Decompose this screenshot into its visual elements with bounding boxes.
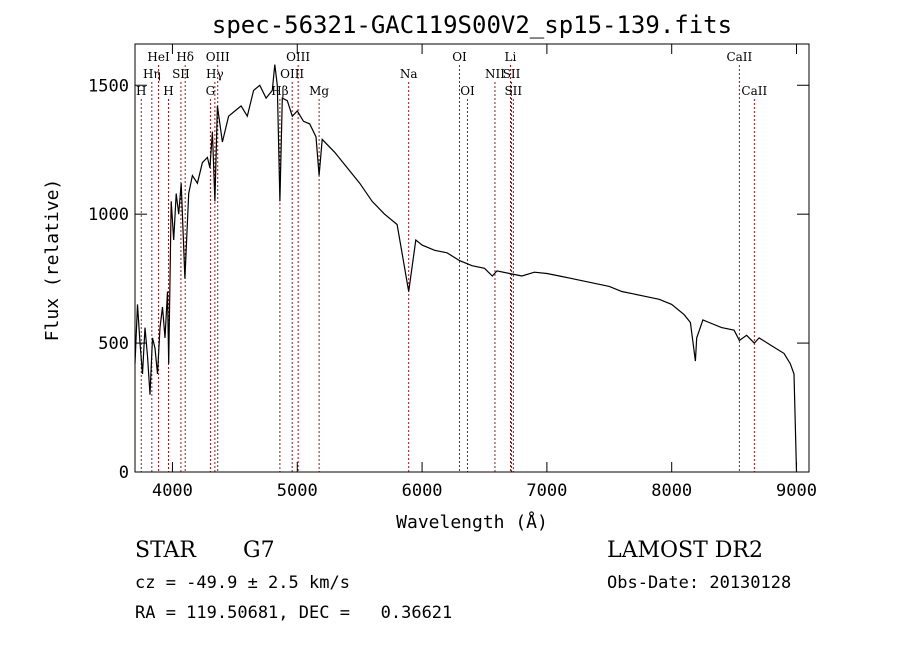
line-marker-label: H bbox=[163, 84, 173, 98]
line-marker-label: HeI bbox=[147, 50, 170, 64]
object-class: STAR bbox=[135, 538, 196, 563]
observation-date: Obs-Date: 20130128 bbox=[607, 573, 792, 593]
line-marker-label: OIII bbox=[206, 50, 230, 64]
y-tick-label: 1500 bbox=[88, 76, 129, 96]
line-marker-label: OIII bbox=[286, 50, 310, 64]
x-tick-label: 6000 bbox=[402, 481, 443, 501]
coordinates: RA = 119.50681, DEC = 0.36621 bbox=[135, 603, 453, 623]
line-marker-label: G bbox=[206, 84, 216, 98]
line-marker-label: CaII bbox=[726, 50, 752, 64]
x-tick-label: 8000 bbox=[651, 481, 692, 501]
y-tick-label: 500 bbox=[98, 334, 129, 354]
line-marker-label: Hγ bbox=[206, 67, 224, 81]
line-marker-label: OI bbox=[460, 84, 475, 98]
line-marker-label: Mg bbox=[309, 84, 329, 98]
x-axis-label: Wavelength (Å) bbox=[396, 511, 548, 533]
line-marker-label: Li bbox=[505, 50, 517, 64]
line-marker-label: SII bbox=[504, 84, 522, 98]
y-axis-label: Flux (relative) bbox=[42, 179, 63, 342]
spectrum-line bbox=[134, 64, 798, 473]
x-tick-label: 5000 bbox=[277, 481, 318, 501]
object-subclass: G7 bbox=[243, 538, 275, 563]
y-tick-label: 0 bbox=[119, 463, 129, 483]
line-marker-label: H bbox=[136, 84, 146, 98]
line-marker-label: SII bbox=[503, 67, 521, 81]
line-marker-label: OIII bbox=[280, 67, 304, 81]
chart-title: spec-56321-GAC119S00V2_sp15-139.fits bbox=[212, 11, 732, 39]
line-marker-label: NII bbox=[485, 67, 505, 81]
plot-frame bbox=[134, 43, 810, 473]
line-marker-label: Na bbox=[400, 67, 418, 81]
y-axis: 0 500 1000 1500 bbox=[88, 76, 809, 483]
line-marker-label: SII bbox=[172, 67, 190, 81]
x-tick-label: 4000 bbox=[152, 481, 193, 501]
line-marker-label: OI bbox=[452, 50, 467, 64]
survey-name: LAMOST DR2 bbox=[607, 538, 763, 563]
redshift-velocity: cz = -49.9 ± 2.5 km/s bbox=[135, 573, 350, 593]
x-tick-label: 9000 bbox=[776, 481, 817, 501]
line-marker-label: Hβ bbox=[271, 84, 288, 98]
y-tick-label: 1000 bbox=[88, 205, 129, 225]
line-marker-label: Hη bbox=[143, 67, 161, 81]
line-marker-label: CaII bbox=[741, 84, 767, 98]
x-axis: 4000 5000 6000 7000 8000 9000 bbox=[152, 44, 817, 501]
line-marker-label: Hδ bbox=[176, 50, 194, 64]
x-tick-label: 7000 bbox=[526, 481, 567, 501]
